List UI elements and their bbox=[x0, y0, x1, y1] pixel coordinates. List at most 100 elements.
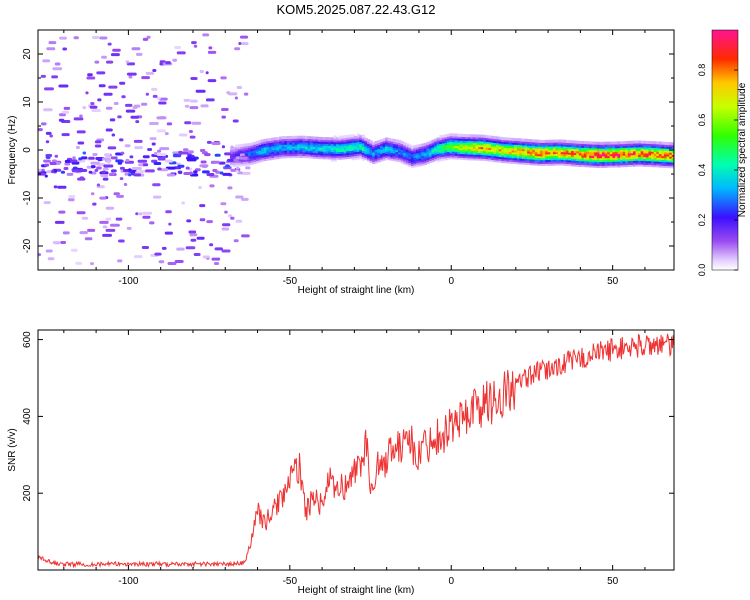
spectrogram-cell bbox=[230, 216, 235, 220]
spectrogram-cell bbox=[211, 142, 221, 146]
spectrogram-cell bbox=[459, 156, 464, 160]
spectrogram-cell bbox=[550, 153, 554, 157]
spectrogram-cell bbox=[465, 149, 469, 153]
spectrogram-cell bbox=[359, 146, 363, 150]
spectrogram-cell bbox=[434, 148, 438, 152]
spectrogram-cell bbox=[545, 151, 549, 155]
spectrogram-cell bbox=[286, 145, 291, 149]
spectrogram-cell bbox=[276, 152, 280, 156]
spectrogram-cell bbox=[341, 150, 345, 154]
spectrogram-cell bbox=[413, 145, 417, 149]
spectrogram-cell bbox=[99, 220, 109, 224]
colorbar-gradient bbox=[712, 30, 738, 270]
spectrogram-cell bbox=[400, 160, 404, 164]
spectrogram-cell bbox=[447, 149, 451, 153]
spectrogram-cell bbox=[87, 73, 93, 77]
spectrogram-cell bbox=[361, 138, 366, 142]
spectrogram-cell bbox=[483, 144, 487, 148]
spectrogram-cell bbox=[105, 217, 112, 221]
spectrogram-cell bbox=[366, 152, 371, 156]
spectrogram-cell bbox=[578, 150, 583, 154]
spectrogram-cell bbox=[73, 36, 79, 40]
spectrogram-cell bbox=[669, 157, 673, 161]
spectrogram-cell bbox=[232, 119, 239, 123]
spectrogram-cell bbox=[305, 137, 309, 141]
spectrogram-cell bbox=[299, 154, 304, 158]
spectrogram-cell bbox=[449, 144, 454, 148]
spectrogram-cell bbox=[235, 219, 243, 223]
spectrogram-cell bbox=[328, 152, 332, 156]
spectrogram-cell bbox=[563, 162, 567, 166]
spectrogram-cell bbox=[661, 145, 665, 149]
spectrogram-cell bbox=[274, 144, 278, 148]
spectrogram-cell bbox=[521, 144, 526, 148]
spectrogram-cell bbox=[656, 149, 660, 153]
spectrogram-cell bbox=[498, 155, 503, 159]
spectrogram-cell bbox=[607, 149, 611, 153]
spectrogram-cell bbox=[462, 141, 466, 145]
spectrogram-cell bbox=[51, 159, 57, 163]
spectrogram-cell bbox=[511, 143, 516, 147]
spectrogram-cell bbox=[250, 142, 255, 146]
spectrogram-cell bbox=[289, 153, 293, 157]
spectrogram-cell bbox=[501, 152, 505, 156]
spectrogram-cell bbox=[459, 133, 464, 137]
spectrogram-cell bbox=[292, 147, 296, 151]
spectrogram-cell bbox=[333, 158, 337, 162]
spectrogram-cell bbox=[648, 158, 652, 162]
spectrogram-cell bbox=[666, 155, 670, 159]
spectrogram-cell bbox=[666, 159, 670, 163]
spectrogram-cell bbox=[405, 149, 410, 153]
spectrogram-cell bbox=[516, 155, 521, 159]
spectrogram-cell bbox=[221, 145, 226, 149]
spectrogram-cell bbox=[638, 148, 642, 152]
spectrogram-cell bbox=[630, 156, 634, 160]
spectrogram-cell bbox=[279, 148, 283, 152]
spectrogram-cell bbox=[330, 137, 335, 141]
spectrogram-cell bbox=[366, 141, 371, 145]
spectrogram-cell bbox=[441, 140, 446, 144]
spectrogram-cell bbox=[235, 144, 239, 148]
spectrogram-cell bbox=[439, 146, 443, 150]
spectrogram-cell bbox=[119, 166, 125, 170]
spectrogram-cell bbox=[112, 48, 121, 52]
spectrogram-cell bbox=[669, 161, 673, 165]
spectrogram-cell bbox=[248, 144, 252, 148]
spectrogram-cell bbox=[253, 147, 257, 151]
spectrogram-cell bbox=[622, 144, 627, 148]
spectrogram-cell bbox=[441, 134, 446, 138]
y-tick-label: 0 bbox=[22, 147, 33, 153]
spectrogram-cell bbox=[131, 166, 142, 170]
spectrogram-cell bbox=[630, 146, 634, 150]
spectrogram-cell bbox=[359, 135, 363, 139]
spectrogram-cell bbox=[583, 141, 588, 145]
spectrogram-cell bbox=[307, 145, 311, 149]
spectrogram-cell bbox=[602, 151, 606, 155]
snr-series-line bbox=[38, 333, 674, 569]
spectrogram-cell bbox=[467, 155, 472, 159]
spectrogram-cell bbox=[416, 152, 420, 156]
spectrogram-cell bbox=[612, 153, 616, 157]
spectrogram-cell bbox=[596, 147, 601, 151]
spectrogram-cell bbox=[348, 146, 353, 150]
spectrogram-cell bbox=[43, 87, 54, 91]
spectrogram-cell bbox=[470, 155, 474, 159]
spectrogram-cell bbox=[609, 143, 614, 147]
spectrogram-cell bbox=[152, 195, 162, 199]
spectrogram-cell bbox=[297, 141, 301, 145]
spectrogram-cell bbox=[333, 150, 337, 154]
spectrogram-cell bbox=[248, 156, 252, 160]
spectrogram-cell bbox=[472, 153, 477, 157]
spectrogram-cell bbox=[516, 151, 521, 155]
spectrogram-cell bbox=[182, 148, 189, 152]
spectrogram-cell bbox=[109, 223, 120, 227]
spectrogram-cell bbox=[602, 149, 606, 153]
spectrogram-cell bbox=[286, 137, 291, 141]
spectrogram-cell bbox=[243, 160, 247, 164]
spectrogram-cell bbox=[276, 148, 280, 152]
spectrogram-cell bbox=[159, 147, 170, 151]
spectrogram-cell bbox=[602, 162, 606, 166]
spectrogram-cell bbox=[66, 172, 74, 176]
